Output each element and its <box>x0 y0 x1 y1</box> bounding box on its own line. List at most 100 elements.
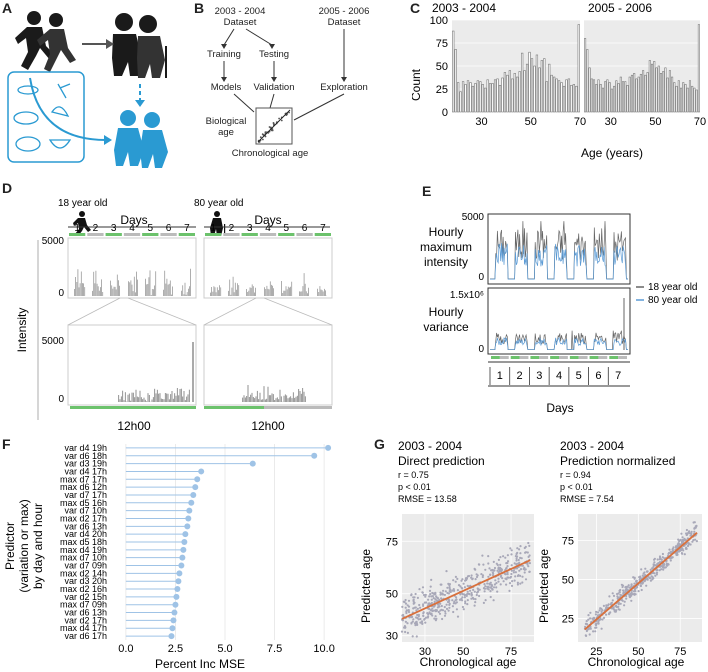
g-xtick-label: 50 <box>457 646 469 658</box>
g-scatter-point <box>452 579 455 582</box>
e-row1-tick-max: 5000 <box>462 212 485 223</box>
g-ytick-label: 50 <box>562 575 574 587</box>
g-scatter-point <box>651 576 654 579</box>
c-left-title: 2003 - 2004 <box>432 1 496 15</box>
c-bar <box>615 80 618 113</box>
g-scatter-point <box>597 622 600 625</box>
c-bar <box>471 85 475 113</box>
c-bar <box>501 77 504 113</box>
g-scatter-point <box>463 596 466 599</box>
mini-scatter-point <box>259 136 262 139</box>
day-label: 7 <box>184 223 190 234</box>
g-scatter-point <box>655 573 658 576</box>
g-scatter-point <box>633 593 636 596</box>
g-scatter-point <box>671 549 675 552</box>
g-scatter-point <box>481 554 484 557</box>
g-scatter-point <box>441 617 444 621</box>
f-lollipop-point <box>188 499 195 506</box>
g-scatter-point <box>592 616 595 619</box>
f-lollipop-point <box>311 452 318 459</box>
f-category-label: var d7 10h <box>64 506 107 516</box>
f-category-label: var d4 20h <box>64 529 107 539</box>
g-scatter-point <box>490 569 493 572</box>
f-xtick-label: 10.0 <box>313 643 334 655</box>
g-scatter-point <box>693 521 696 524</box>
g-scatter-point <box>435 599 438 602</box>
d-zoom-lines <box>67 297 333 326</box>
e-row1-tick-0: 0 <box>478 272 484 283</box>
g-scatter-point <box>662 568 665 571</box>
g-scatter-point <box>630 591 633 594</box>
g-scatter-point <box>488 567 491 570</box>
c-xtick-label: 30 <box>475 116 487 128</box>
g-scatter-point <box>412 607 415 610</box>
g-scatter-point <box>515 557 518 560</box>
g-scatter-point <box>611 592 614 595</box>
g-scatter-point <box>428 595 431 598</box>
g-scatter-point <box>528 562 531 565</box>
panel-d-intensity: 18 year old 80 year old Days Days 1 2 3 4 5 6… <box>15 198 333 433</box>
g-scatter-point <box>527 541 530 545</box>
panel-letter-g: G <box>374 436 385 452</box>
c-bar <box>673 82 676 113</box>
g-scatter-point <box>528 544 531 547</box>
f-category-label: max d4 19h <box>60 545 107 555</box>
g-scatter-point <box>625 597 628 600</box>
g-scatter-point <box>484 568 487 571</box>
g-scatter-point <box>499 563 502 566</box>
e-row2-line1: Hourly <box>429 305 464 319</box>
g-left-plot: 30 50 75 75 50 30 <box>386 514 534 658</box>
c-bar <box>675 85 678 113</box>
dataset2-sub: Dataset <box>328 17 361 28</box>
c-bar <box>493 79 497 113</box>
f-lollipop-point <box>198 468 205 475</box>
d-days-title-left: Days <box>120 213 147 227</box>
g-scatter-point <box>448 586 451 589</box>
g-scatter-point <box>627 584 630 587</box>
g-scatter-point <box>477 563 480 566</box>
g-scatter-point <box>514 555 517 558</box>
c-bar <box>530 58 534 113</box>
day-label: 2 <box>93 223 99 234</box>
c-bar <box>491 83 494 113</box>
c-bar <box>693 87 696 113</box>
c-bar <box>588 67 591 113</box>
e-row1-old-line <box>490 243 628 280</box>
g-scatter-point <box>493 583 496 586</box>
g-scatter-point <box>616 595 619 598</box>
g-scatter-point <box>602 604 605 607</box>
g-scatter-point <box>681 536 684 539</box>
c-bar <box>668 70 671 113</box>
c-bar <box>646 72 649 113</box>
f-ylabel-line3: by day and hour <box>31 503 45 589</box>
g-scatter-point <box>430 601 433 605</box>
g-scatter-point <box>438 602 441 605</box>
c-bar <box>548 63 551 113</box>
e-row2-old-line <box>490 336 628 351</box>
d-ytick-bottom-0: 0 <box>58 394 64 405</box>
c-bar <box>479 81 482 113</box>
g-xtick-label: 75 <box>674 646 686 658</box>
g-scatter-point <box>514 571 517 574</box>
e-row1-line2: maximum <box>420 240 472 254</box>
c-bar <box>599 84 602 113</box>
g-scatter-point <box>605 606 608 609</box>
g-scatter-point <box>483 583 486 586</box>
g-scatter-point <box>423 617 426 620</box>
g-scatter-point <box>495 562 498 565</box>
g-scatter-point <box>483 590 486 593</box>
g-scatter-point <box>685 533 689 536</box>
c-bar <box>633 73 636 113</box>
g-scatter-point <box>648 576 651 579</box>
g-scatter-point <box>523 571 526 574</box>
g-scatter-point <box>669 559 672 562</box>
g-scatter-point <box>404 630 407 634</box>
f-lollipop-point <box>179 554 186 561</box>
c-bar <box>461 81 465 113</box>
g-scatter-point <box>653 572 656 575</box>
g-scatter-point <box>691 540 694 543</box>
c-bar <box>570 85 573 113</box>
g-scatter-point <box>411 620 414 623</box>
c-bar <box>604 81 607 113</box>
f-lollipop-point <box>175 578 182 585</box>
